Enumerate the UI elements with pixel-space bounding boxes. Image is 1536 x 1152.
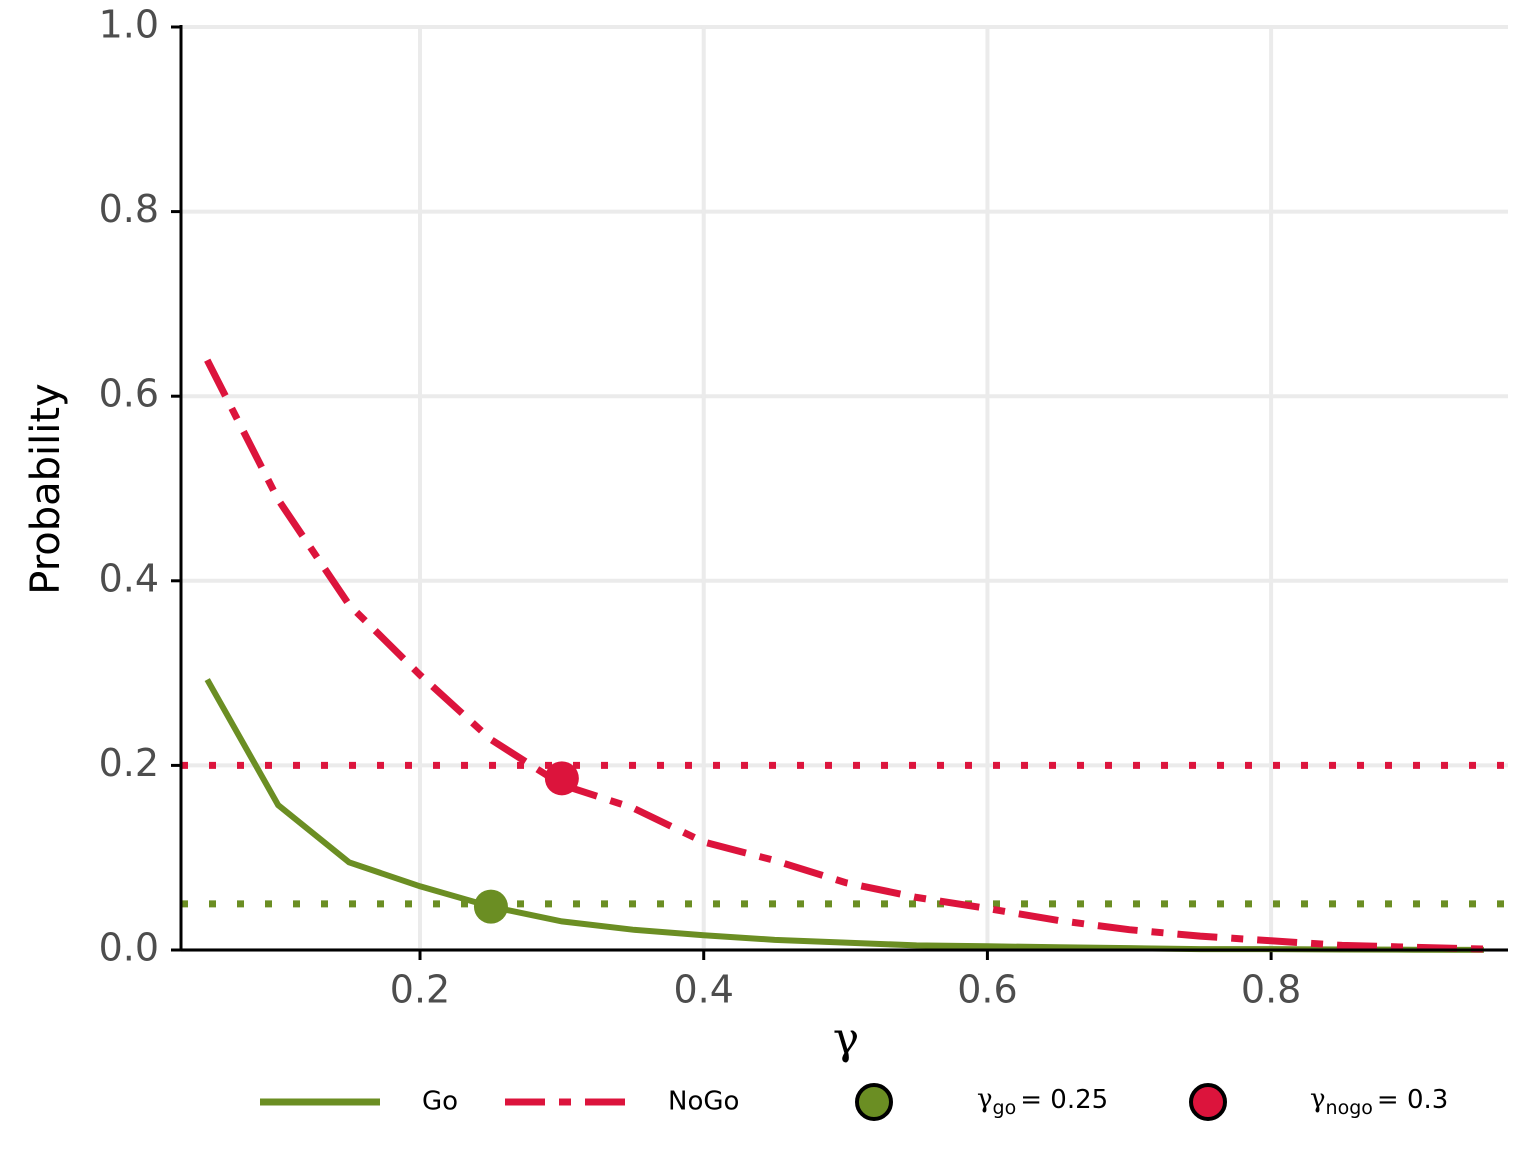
legend-symbol: γ <box>1310 1084 1326 1114</box>
y-tick-label: 0.2 <box>99 741 159 785</box>
legend-label: NoGo <box>668 1087 739 1117</box>
y-axis-label: Probability <box>23 383 69 594</box>
y-tick-label: 0.4 <box>99 556 159 600</box>
x-tick-label: 0.6 <box>957 968 1017 1012</box>
x-axis-label: γ <box>833 1014 859 1065</box>
legend-label: γgo = 0.25 <box>977 1084 1108 1119</box>
highlight-point <box>473 889 508 924</box>
x-tick-label: 0.4 <box>673 968 733 1012</box>
legend-label: γnogo = 0.3 <box>1310 1084 1448 1119</box>
x-tick-label: 0.2 <box>390 968 450 1012</box>
legend-swatch <box>855 1083 893 1121</box>
legend-symbol: γ <box>977 1084 993 1114</box>
legend-value: = 0.3 <box>1377 1085 1448 1115</box>
legend-subscript: nogo <box>1326 1097 1373 1119</box>
legend-label: Go <box>422 1087 458 1117</box>
x-tick-label: 0.8 <box>1241 968 1301 1012</box>
legend-subscript: go <box>993 1097 1017 1119</box>
legend-swatch <box>1189 1083 1227 1121</box>
series-line <box>204 678 1484 953</box>
y-tick-label: 0.0 <box>99 926 159 970</box>
legend-value: = 0.25 <box>1020 1085 1108 1115</box>
series-line <box>204 358 1484 953</box>
y-tick-label: 1.0 <box>99 3 159 47</box>
y-tick-label: 0.8 <box>99 187 159 231</box>
y-tick-label: 0.6 <box>99 372 159 416</box>
highlight-point <box>544 761 579 796</box>
